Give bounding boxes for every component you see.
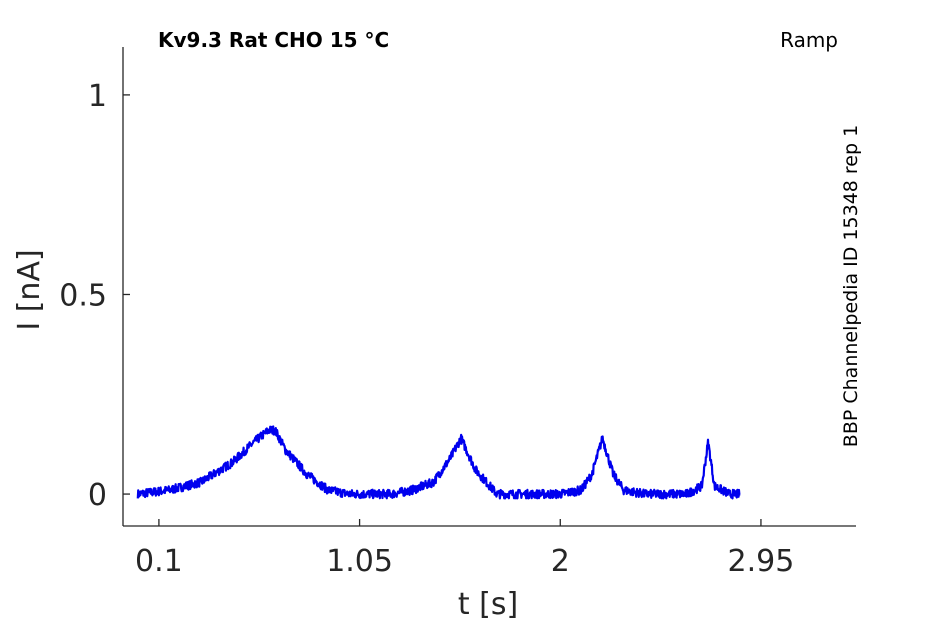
x-ticks: 0.1 1.05 2 2.95 — [135, 519, 794, 579]
current-trace-group — [136, 425, 741, 500]
x-tick-label: 1.05 — [326, 544, 393, 579]
x-tick-label: 0.1 — [135, 544, 183, 579]
x-tick-label: 2.95 — [728, 544, 795, 579]
axes — [122, 47, 856, 527]
y-axis-label: I [nA] — [12, 249, 47, 330]
protocol-label: Ramp — [780, 28, 838, 52]
current-trace — [136, 425, 741, 500]
y-tick-label: 1 — [88, 79, 107, 114]
y-ticks: 00.51 — [59, 79, 130, 513]
y-tick-label: 0.5 — [59, 278, 107, 313]
y-tick-label: 0 — [88, 478, 107, 513]
x-tick-label: 2 — [551, 544, 570, 579]
x-axis-label: t [s] — [458, 587, 518, 622]
chart-title: Kv9.3 Rat CHO 15 °C — [158, 28, 389, 52]
source-label: BBP Channelpedia ID 15348 rep 1 — [840, 125, 862, 447]
